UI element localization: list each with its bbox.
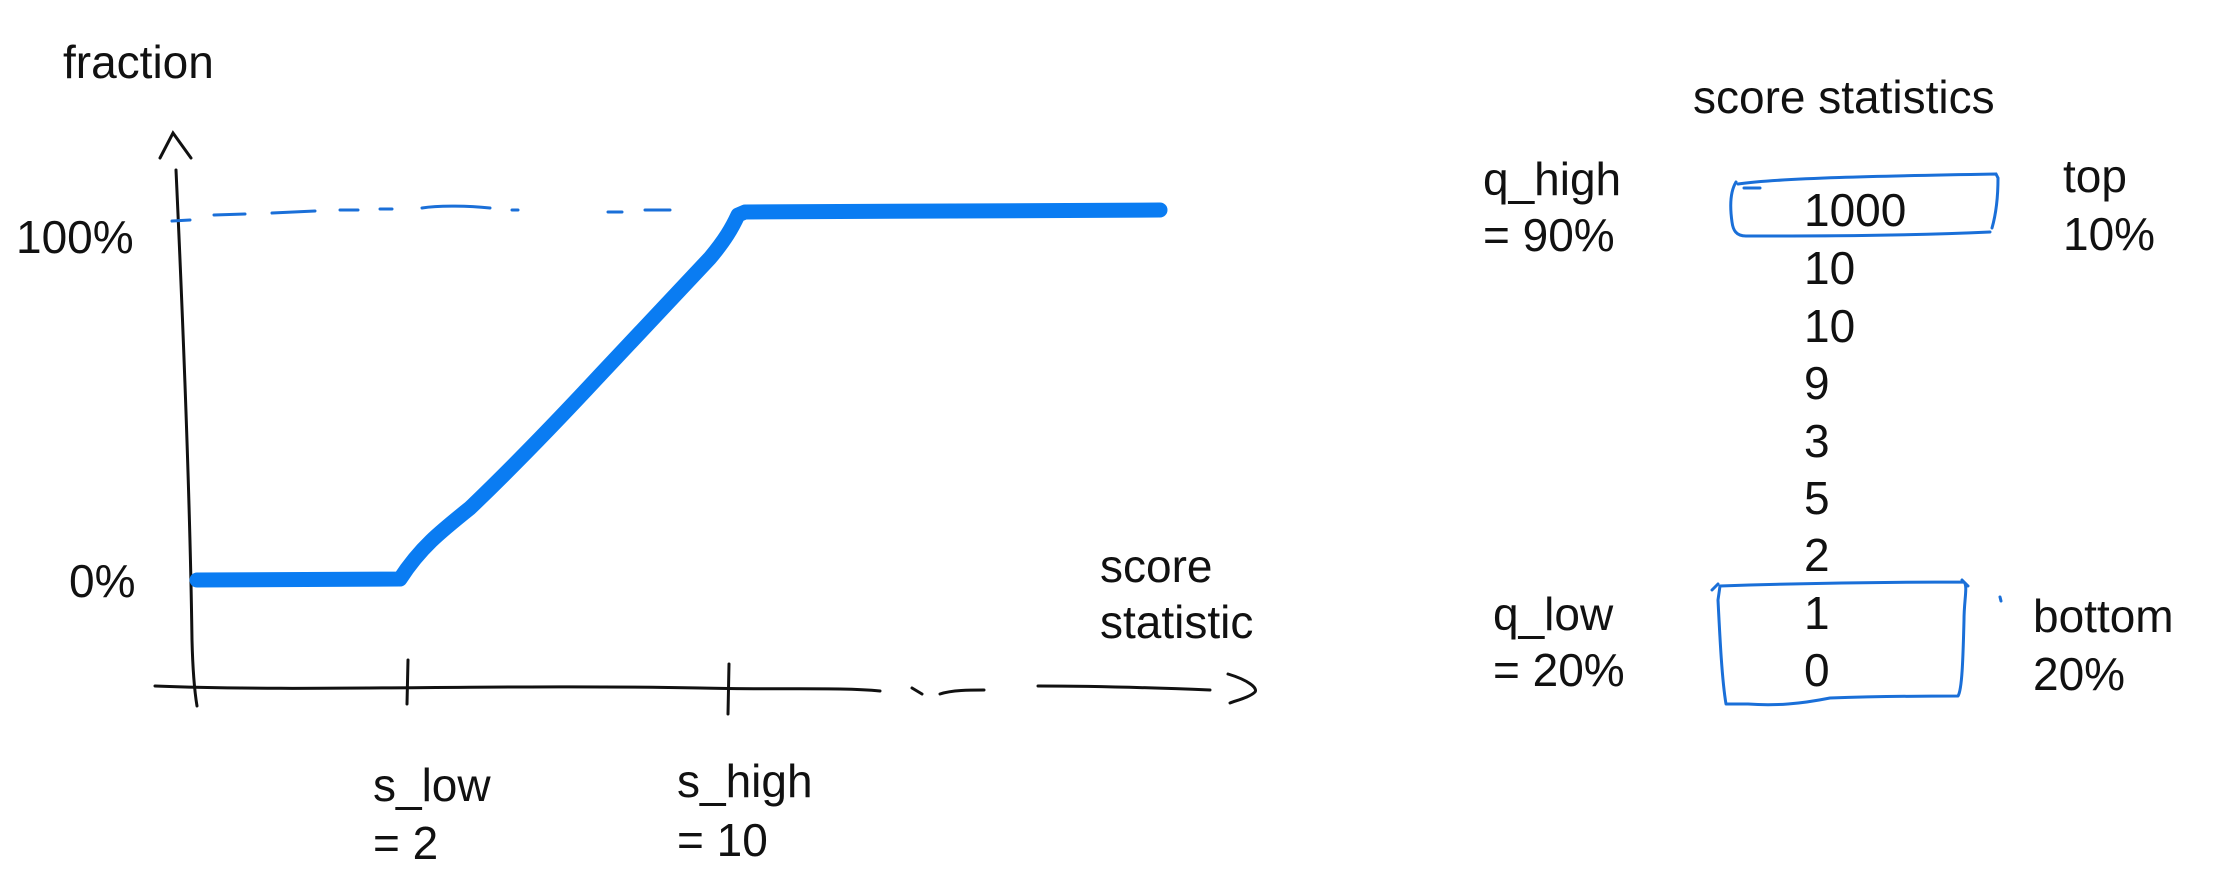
- y-tick-0: 0%: [69, 555, 135, 607]
- x-axis-label-line1: score: [1100, 540, 1212, 592]
- x-axis-dash: [910, 686, 924, 696]
- score-value-list: 1000 10 10 9 3 5 2 1 0: [1804, 184, 1906, 696]
- score-value: 10: [1804, 242, 1855, 294]
- bottom-20-percent-box: [1710, 578, 1970, 707]
- y-axis-label: fraction: [63, 36, 214, 88]
- x-axis-dash: [938, 688, 986, 696]
- q-high-label-line2: = 90%: [1483, 209, 1615, 261]
- s-low-label-line2: = 2: [373, 817, 438, 869]
- stray-mark: [1998, 595, 2003, 603]
- score-value: 2: [1804, 529, 1830, 581]
- y-tick-100: 100%: [16, 211, 134, 263]
- s-high-label-line2: = 10: [677, 814, 768, 866]
- hundred-percent-guide: [170, 204, 672, 223]
- x-axis-arrowhead: [1226, 672, 1257, 705]
- q-low-label-line2: = 20%: [1493, 644, 1625, 696]
- s-low-tick: [405, 658, 410, 706]
- bottom-label-line1: bottom: [2033, 590, 2174, 642]
- s-low-label-line1: s_low: [373, 759, 491, 811]
- x-axis-line: [153, 684, 882, 693]
- score-value: 3: [1804, 415, 1830, 467]
- y-axis-arrowhead: [158, 130, 193, 160]
- score-value: 0: [1804, 644, 1830, 696]
- score-value: 9: [1804, 357, 1830, 409]
- s-high-tick: [726, 662, 731, 716]
- s-high-label-line1: s_high: [677, 755, 813, 807]
- y-axis-line: [174, 168, 199, 708]
- q-high-label-line1: q_high: [1483, 153, 1621, 205]
- bottom-label-line2: 20%: [2033, 648, 2125, 700]
- score-value: 5: [1804, 472, 1830, 524]
- score-statistics-panel: score statistics q_high = 90% top 10% q_…: [1483, 71, 2174, 707]
- top-label-line2: 10%: [2063, 208, 2155, 260]
- mapping-chart: fraction 100% 0% score statistic s_low =…: [16, 36, 1257, 869]
- x-axis-label-line2: statistic: [1100, 596, 1253, 648]
- score-value: 10: [1804, 300, 1855, 352]
- score-value: 1000: [1804, 184, 1906, 236]
- fraction-curve: [189, 202, 1168, 588]
- x-axis-line-end: [1036, 684, 1212, 692]
- top-10-percent-box: [1729, 172, 2000, 238]
- q-low-label-line1: q_low: [1493, 588, 1614, 640]
- score-value: 1: [1804, 587, 1830, 639]
- top-label-line1: top: [2063, 150, 2127, 202]
- panel-title: score statistics: [1693, 71, 1995, 123]
